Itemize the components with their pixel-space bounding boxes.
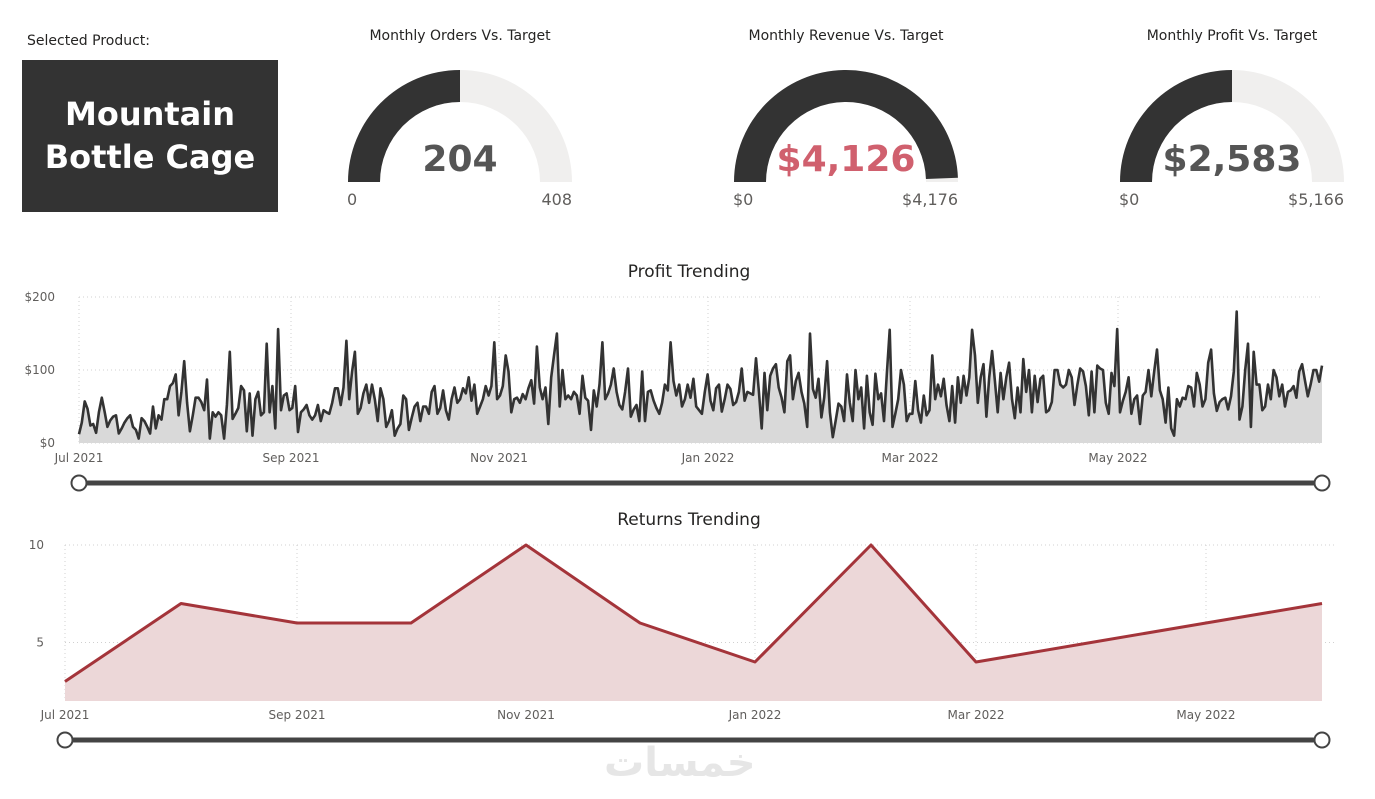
orders-gauge (348, 70, 572, 182)
y-tick-label: $100 (24, 363, 55, 377)
revenue-gauge (734, 69, 958, 182)
date-range-end-handle[interactable] (1313, 474, 1331, 492)
x-tick-label: Jul 2021 (40, 708, 90, 722)
profit-gauge-value: $2,583 (1162, 139, 1302, 180)
profit-gauge-min: $0 (1119, 190, 1140, 209)
orders-gauge-max: 408 (541, 190, 572, 209)
profit-chart-title: Profit Trending (627, 262, 751, 282)
series-area (79, 311, 1322, 443)
x-tick-label: Jul 2021 (54, 451, 104, 465)
y-tick-label: $200 (24, 290, 55, 304)
returns-trending-chart: 5 10 Jul 2021 Sep 2021 Nov 2021 Jan 2022 Mar 2… (29, 538, 1335, 749)
date-range-end-handle[interactable] (1313, 731, 1331, 749)
orders-gauge-min: 0 (347, 190, 358, 209)
y-tick-label: 5 (36, 636, 44, 650)
x-tick-label: Mar 2022 (882, 451, 939, 465)
orders-gauge-title: Monthly Orders Vs. Target (369, 28, 551, 44)
revenue-gauge-max: $4,176 (902, 190, 958, 209)
gauge-row: Monthly Orders Vs. Target 204 0 408 Mont… (0, 0, 1375, 230)
profit-gauge-max: $5,166 (1288, 190, 1344, 209)
profit-gauge-title: Monthly Profit Vs. Target (1146, 28, 1318, 44)
x-tick-label: May 2022 (1088, 451, 1147, 465)
series-line (77, 310, 1324, 440)
orders-gauge-value: 204 (422, 139, 498, 180)
revenue-gauge-fill (734, 69, 958, 182)
series-area (65, 545, 1322, 701)
x-tick-label: May 2022 (1176, 708, 1235, 722)
revenue-gauge-min: $0 (733, 190, 754, 209)
profit-gauge-fill (1120, 70, 1232, 182)
profit-trending-chart: $0 $100 $200 Jul 2021 Sep 2021 Nov 2021 Jan 20… (24, 290, 1331, 492)
x-tick-label: Jan 2022 (728, 708, 782, 722)
selected-product-label: Selected Product: (27, 33, 151, 49)
selected-product-card: Mountain Bottle Cage (22, 60, 278, 212)
revenue-gauge-title: Monthly Revenue Vs. Target (748, 28, 944, 44)
date-range-start-handle[interactable] (56, 731, 74, 749)
x-tick-label: Mar 2022 (948, 708, 1005, 722)
watermark-logo: خمسات (604, 740, 756, 786)
returns-chart-title: Returns Trending (617, 510, 761, 530)
x-tick-label: Sep 2021 (263, 451, 320, 465)
x-tick-label: Nov 2021 (497, 708, 555, 722)
x-tick-label: Jan 2022 (681, 451, 735, 465)
orders-gauge-fill (348, 70, 460, 182)
x-tick-label: Sep 2021 (269, 708, 326, 722)
y-tick-label: $0 (40, 436, 55, 450)
y-tick-label: 10 (29, 538, 44, 552)
date-range-start-handle[interactable] (70, 474, 88, 492)
selected-product-name: Mountain Bottle Cage (44, 95, 256, 176)
x-tick-label: Nov 2021 (470, 451, 528, 465)
profit-gauge (1120, 70, 1344, 182)
series-line (64, 543, 1323, 683)
revenue-gauge-value: $4,126 (776, 139, 916, 180)
